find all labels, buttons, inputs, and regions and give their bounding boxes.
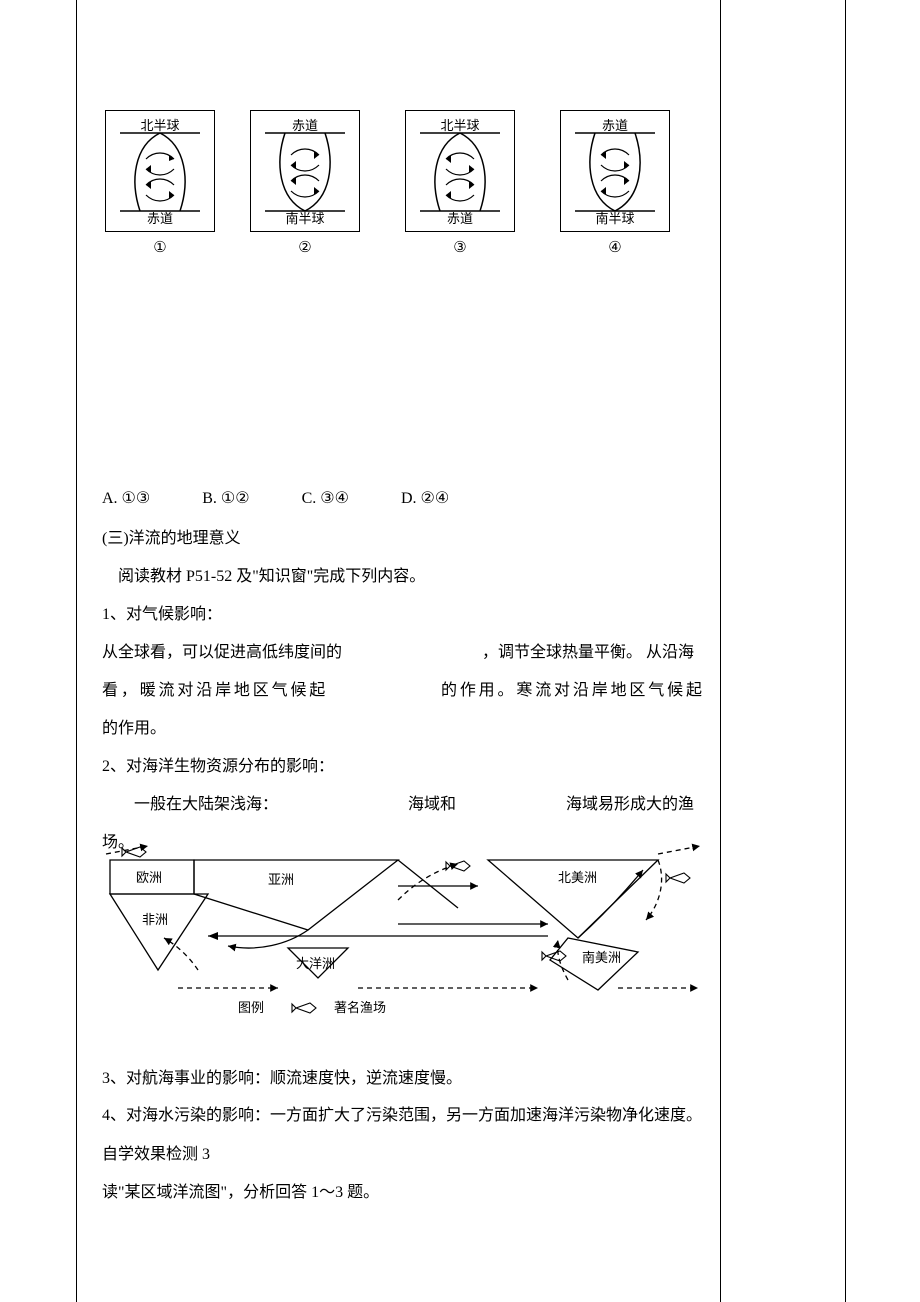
gyre-number: ④	[555, 238, 675, 257]
gyre-number: ②	[245, 238, 365, 257]
legend-fishery-label: 著名渔场	[334, 1000, 386, 1015]
q2-text-1c: 海域易形成大的渔	[566, 796, 694, 813]
world-ocean-current-map-icon: 欧洲 亚洲 北美洲 非洲 大洋洲 南美洲 图例 著名渔场	[98, 840, 708, 1020]
q1-line3: 的作用。	[102, 710, 702, 748]
gyre-bottom-label: 赤道	[406, 208, 514, 227]
label-asia: 亚洲	[268, 872, 294, 887]
answer-options: A. ①③ B. ①② C. ③④ D. ②④	[102, 480, 702, 518]
gyre-bottom-label: 南半球	[561, 208, 669, 227]
gyre-box: 赤道 南半球	[560, 110, 670, 232]
gyre-number: ①	[100, 238, 220, 257]
fishing-grounds-map: 欧洲 亚洲 北美洲 非洲 大洋洲 南美洲 图例 著名渔场	[98, 840, 708, 1020]
label-south-america: 南美洲	[582, 950, 621, 965]
option-c: C. ③④	[302, 480, 349, 518]
reading-instruction: 阅读教材 P51-52 及"知识窗"完成下列内容。	[102, 558, 702, 596]
gyre-box: 赤道 南半球	[250, 110, 360, 232]
option-b: B. ①②	[202, 480, 249, 518]
label-north-america: 北美洲	[558, 870, 597, 885]
option-a: A. ①③	[102, 480, 150, 518]
gyre-diagram-1: 北半球 赤道 ①	[100, 110, 220, 257]
gyre-number: ③	[400, 238, 520, 257]
page: 北半球 赤道 ①	[0, 0, 920, 1302]
gyre-diagram-4: 赤道 南半球 ④	[555, 110, 675, 257]
legend-label: 图例	[238, 1000, 264, 1015]
gyre-bottom-label: 南半球	[251, 208, 359, 227]
gyre-box: 北半球 赤道	[405, 110, 515, 232]
q2-line1: 一般在大陆架浅海： 海域和 海域易形成大的渔	[102, 786, 702, 824]
label-oceania: 大洋洲	[296, 956, 335, 971]
q3-text: 3、对航海事业的影响：顺流速度快，逆流速度慢。	[102, 1060, 702, 1098]
gyre-diagram-3: 北半球 赤道 ③	[400, 110, 520, 257]
read-map-instruction: 读"某区域洋流图"，分析回答 1～3 题。	[102, 1174, 702, 1212]
gyre-bottom-label: 赤道	[106, 208, 214, 227]
gyre-diagram-2: 赤道 南半球 ②	[245, 110, 365, 257]
q1-text-2a: 看，暖流对沿岸地区气候起	[102, 682, 328, 699]
q2-text-1a: 一般在大陆架浅海：	[134, 796, 278, 813]
q1-label: 1、对气候影响：	[102, 596, 702, 634]
fish-icon	[446, 861, 470, 871]
q1-line1: 从全球看，可以促进高低纬度间的 ，调节全球热量平衡。 从沿海	[102, 634, 702, 672]
q1-line2: 看，暖流对沿岸地区气候起 的作用。寒流对沿岸地区气候起	[102, 672, 702, 710]
gyre-diagram-row: 北半球 赤道 ①	[100, 110, 700, 280]
q1-text-1a: 从全球看，可以促进高低纬度间的	[102, 644, 342, 661]
q1-text-1b: ，调节全球热量平衡。 从沿海	[482, 644, 694, 661]
label-africa: 非洲	[142, 912, 168, 927]
gyre-box: 北半球 赤道	[105, 110, 215, 232]
fish-icon	[666, 873, 690, 883]
self-test-heading: 自学效果检测 3	[102, 1136, 702, 1174]
q1-text-2b: 的作用。寒流对沿岸地区气候起	[438, 682, 702, 699]
label-europe: 欧洲	[136, 870, 162, 885]
section-3-heading: (三)洋流的地理意义	[102, 520, 702, 558]
fish-icon	[292, 1003, 316, 1013]
table-column-divider	[720, 0, 721, 1302]
q2-text-1b: 海域和	[408, 796, 456, 813]
q2-label: 2、对海洋生物资源分布的影响：	[102, 748, 702, 786]
q4-text: 4、对海水污染的影响：一方面扩大了污染范围，另一方面加速海洋污染物净化速度。	[102, 1098, 702, 1133]
option-d: D. ②④	[401, 480, 449, 518]
